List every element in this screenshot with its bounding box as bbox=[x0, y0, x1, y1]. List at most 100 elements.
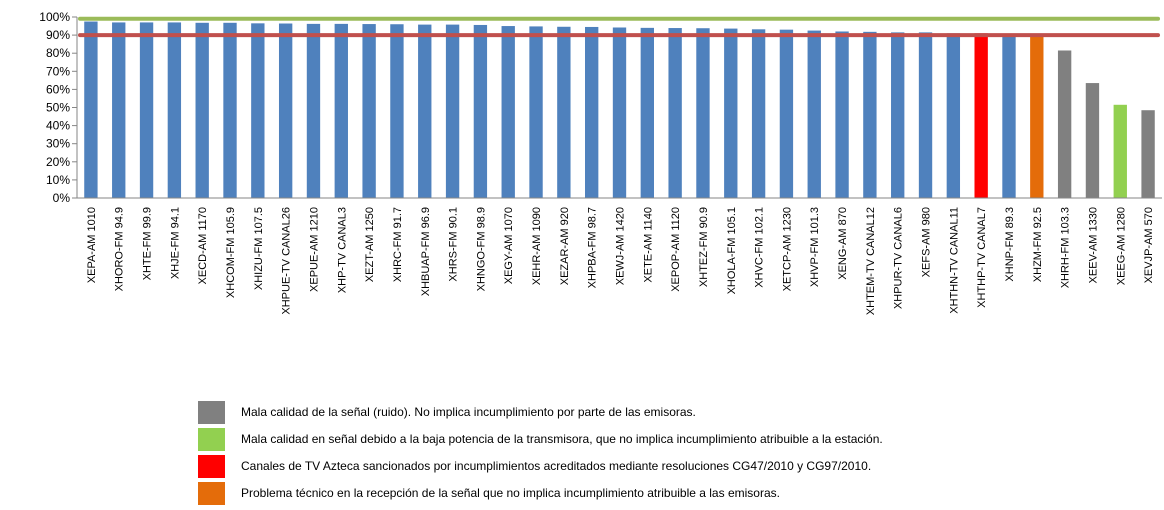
bar bbox=[112, 22, 126, 199]
bar bbox=[334, 23, 348, 198]
bar bbox=[974, 33, 988, 198]
legend-item: Mala calidad de la señal (ruido). No imp… bbox=[198, 398, 1158, 425]
bar bbox=[807, 30, 821, 199]
bar bbox=[696, 28, 710, 198]
bar bbox=[529, 26, 543, 198]
y-tick-label: 100% bbox=[39, 10, 70, 24]
x-tick-label: XEPA-AM 1010 bbox=[86, 207, 98, 283]
x-tick-label: XEEG-AM 1280 bbox=[1115, 207, 1127, 285]
bar bbox=[1085, 83, 1100, 198]
bar bbox=[306, 23, 321, 198]
y-tick-label: 20% bbox=[46, 155, 70, 169]
bar bbox=[1113, 104, 1127, 198]
x-tick-label: XHPUR-TV CANAL6 bbox=[893, 207, 905, 309]
x-tick-label: XHRC-FM 91.7 bbox=[392, 207, 404, 282]
bar bbox=[251, 23, 265, 199]
x-tick-label: XHJE-FM 94.1 bbox=[169, 207, 181, 279]
legend-item: Problema técnico en la recepción de la s… bbox=[198, 479, 1158, 506]
bar bbox=[779, 29, 794, 199]
y-tick-label: 60% bbox=[46, 82, 70, 96]
x-tick-label: XEZAR-AM 920 bbox=[559, 207, 571, 285]
x-tick-label: XHOLA-FM 105.1 bbox=[726, 207, 738, 294]
x-tick-label: XHTHP-TV CANAL7 bbox=[976, 207, 988, 308]
bar bbox=[1057, 50, 1072, 198]
bar bbox=[445, 24, 460, 198]
y-axis: 0% 10% 20% 30% 40% 50% 60% 70% 80% 90% 100% bbox=[39, 10, 78, 205]
bar bbox=[946, 33, 961, 198]
bar bbox=[1002, 34, 1016, 198]
x-tick-label: XEGY-AM 1070 bbox=[503, 207, 515, 284]
bar bbox=[195, 22, 209, 199]
bar bbox=[223, 22, 237, 199]
x-tick-label: XHTEZ-FM 90.9 bbox=[698, 207, 710, 287]
bar bbox=[918, 32, 933, 199]
reference-lines bbox=[78, 16, 1160, 38]
x-tick-label: XHTEM-TV CANAL12 bbox=[865, 207, 877, 315]
x-tick-label: XHNP-FM 89.3 bbox=[1004, 207, 1016, 282]
x-tick-label: XHVC-FM 102.1 bbox=[754, 207, 766, 288]
bar bbox=[501, 26, 515, 198]
x-tick-label: XEPUE-AM 1210 bbox=[308, 207, 320, 292]
bar bbox=[473, 24, 488, 198]
y-tick-label: 50% bbox=[46, 101, 70, 115]
x-tick-label: XHP-TV CANAL3 bbox=[336, 207, 348, 293]
x-tick-label: XEVJP-AM 570 bbox=[1143, 207, 1155, 283]
x-tick-label: XHTHN-TV CANAL11 bbox=[948, 207, 960, 314]
bar bbox=[863, 31, 877, 199]
x-tick-label: XEEV-AM 1330 bbox=[1087, 207, 1099, 283]
bar bbox=[1030, 34, 1044, 198]
legend-label: Problema técnico en la recepción de la s… bbox=[241, 486, 780, 500]
bar bbox=[390, 24, 404, 198]
bar bbox=[891, 32, 905, 199]
bar bbox=[418, 24, 432, 198]
x-tick-label: XHNGO-FM 98.9 bbox=[475, 207, 487, 291]
x-tick-label: XHTE-FM 99.9 bbox=[142, 207, 154, 280]
x-tick-label: XHIZU-FM 107.5 bbox=[253, 207, 265, 290]
y-tick-label: 10% bbox=[46, 173, 70, 187]
x-tick-label: XHPUE-TV CANAL26 bbox=[281, 207, 293, 315]
bar bbox=[84, 21, 98, 199]
x-tick-label: XENG-AM 870 bbox=[837, 207, 849, 280]
bar bbox=[835, 31, 849, 199]
legend-item: Mala calidad en señal debido a la baja p… bbox=[198, 425, 1158, 452]
bar bbox=[362, 24, 376, 198]
x-tick-label: XHBUAP-FM 96.9 bbox=[420, 207, 432, 296]
x-tick-label: XEZT-AM 1250 bbox=[364, 207, 376, 282]
x-axis: XEPA-AM 1010 XHORO-FM 94.9 XHTE-FM 99.9 XHJ… bbox=[77, 197, 1162, 315]
bar bbox=[612, 27, 627, 198]
legend-swatch bbox=[198, 482, 225, 505]
y-tick-label: 40% bbox=[46, 119, 70, 133]
legend-item: Canales de TV Azteca sancionados por inc… bbox=[198, 452, 1158, 479]
x-tick-label: XHPBA-FM 98.7 bbox=[587, 207, 599, 288]
y-tick-label: 0% bbox=[53, 191, 71, 205]
bar bbox=[1141, 110, 1155, 198]
x-tick-label: XHZM-FM 92.5 bbox=[1032, 207, 1044, 282]
legend-swatch bbox=[198, 401, 225, 424]
legend-label: Mala calidad en señal debido a la baja p… bbox=[241, 432, 883, 446]
bar bbox=[668, 28, 682, 198]
x-tick-label: XETCP-AM 1230 bbox=[781, 207, 793, 291]
x-tick-label: XHCOM-FM 105.9 bbox=[225, 207, 237, 298]
legend-label: Mala calidad de la señal (ruido). No imp… bbox=[241, 405, 696, 419]
x-tick-label: XECD-AM 1170 bbox=[197, 207, 209, 284]
x-tick-label: XHRS-FM 90.1 bbox=[448, 207, 460, 282]
x-tick-label: XHRH-FM 103.3 bbox=[1060, 207, 1072, 288]
x-tick-label: XETE-AM 1140 bbox=[642, 207, 654, 283]
x-tick-label: XHORO-FM 94.9 bbox=[114, 207, 126, 291]
x-tick-label: XHVP-FM 101.3 bbox=[809, 207, 821, 287]
legend-swatch bbox=[198, 455, 225, 478]
x-tick-label: XEHR-AM 1090 bbox=[531, 207, 543, 285]
bar bbox=[751, 29, 766, 199]
bar bbox=[278, 23, 293, 198]
x-tick-label: XEWJ-AM 1420 bbox=[615, 207, 627, 285]
bar bbox=[139, 22, 154, 199]
legend-label: Canales de TV Azteca sancionados por inc… bbox=[241, 459, 872, 473]
bar bbox=[585, 26, 599, 198]
y-tick-label: 80% bbox=[46, 46, 70, 60]
bar bbox=[724, 28, 738, 198]
legend-swatch bbox=[198, 428, 225, 451]
bar bbox=[557, 26, 571, 198]
y-tick-label: 30% bbox=[46, 137, 70, 151]
bars bbox=[84, 21, 1155, 199]
x-tick-label: XEPOP-AM 1120 bbox=[670, 207, 682, 292]
